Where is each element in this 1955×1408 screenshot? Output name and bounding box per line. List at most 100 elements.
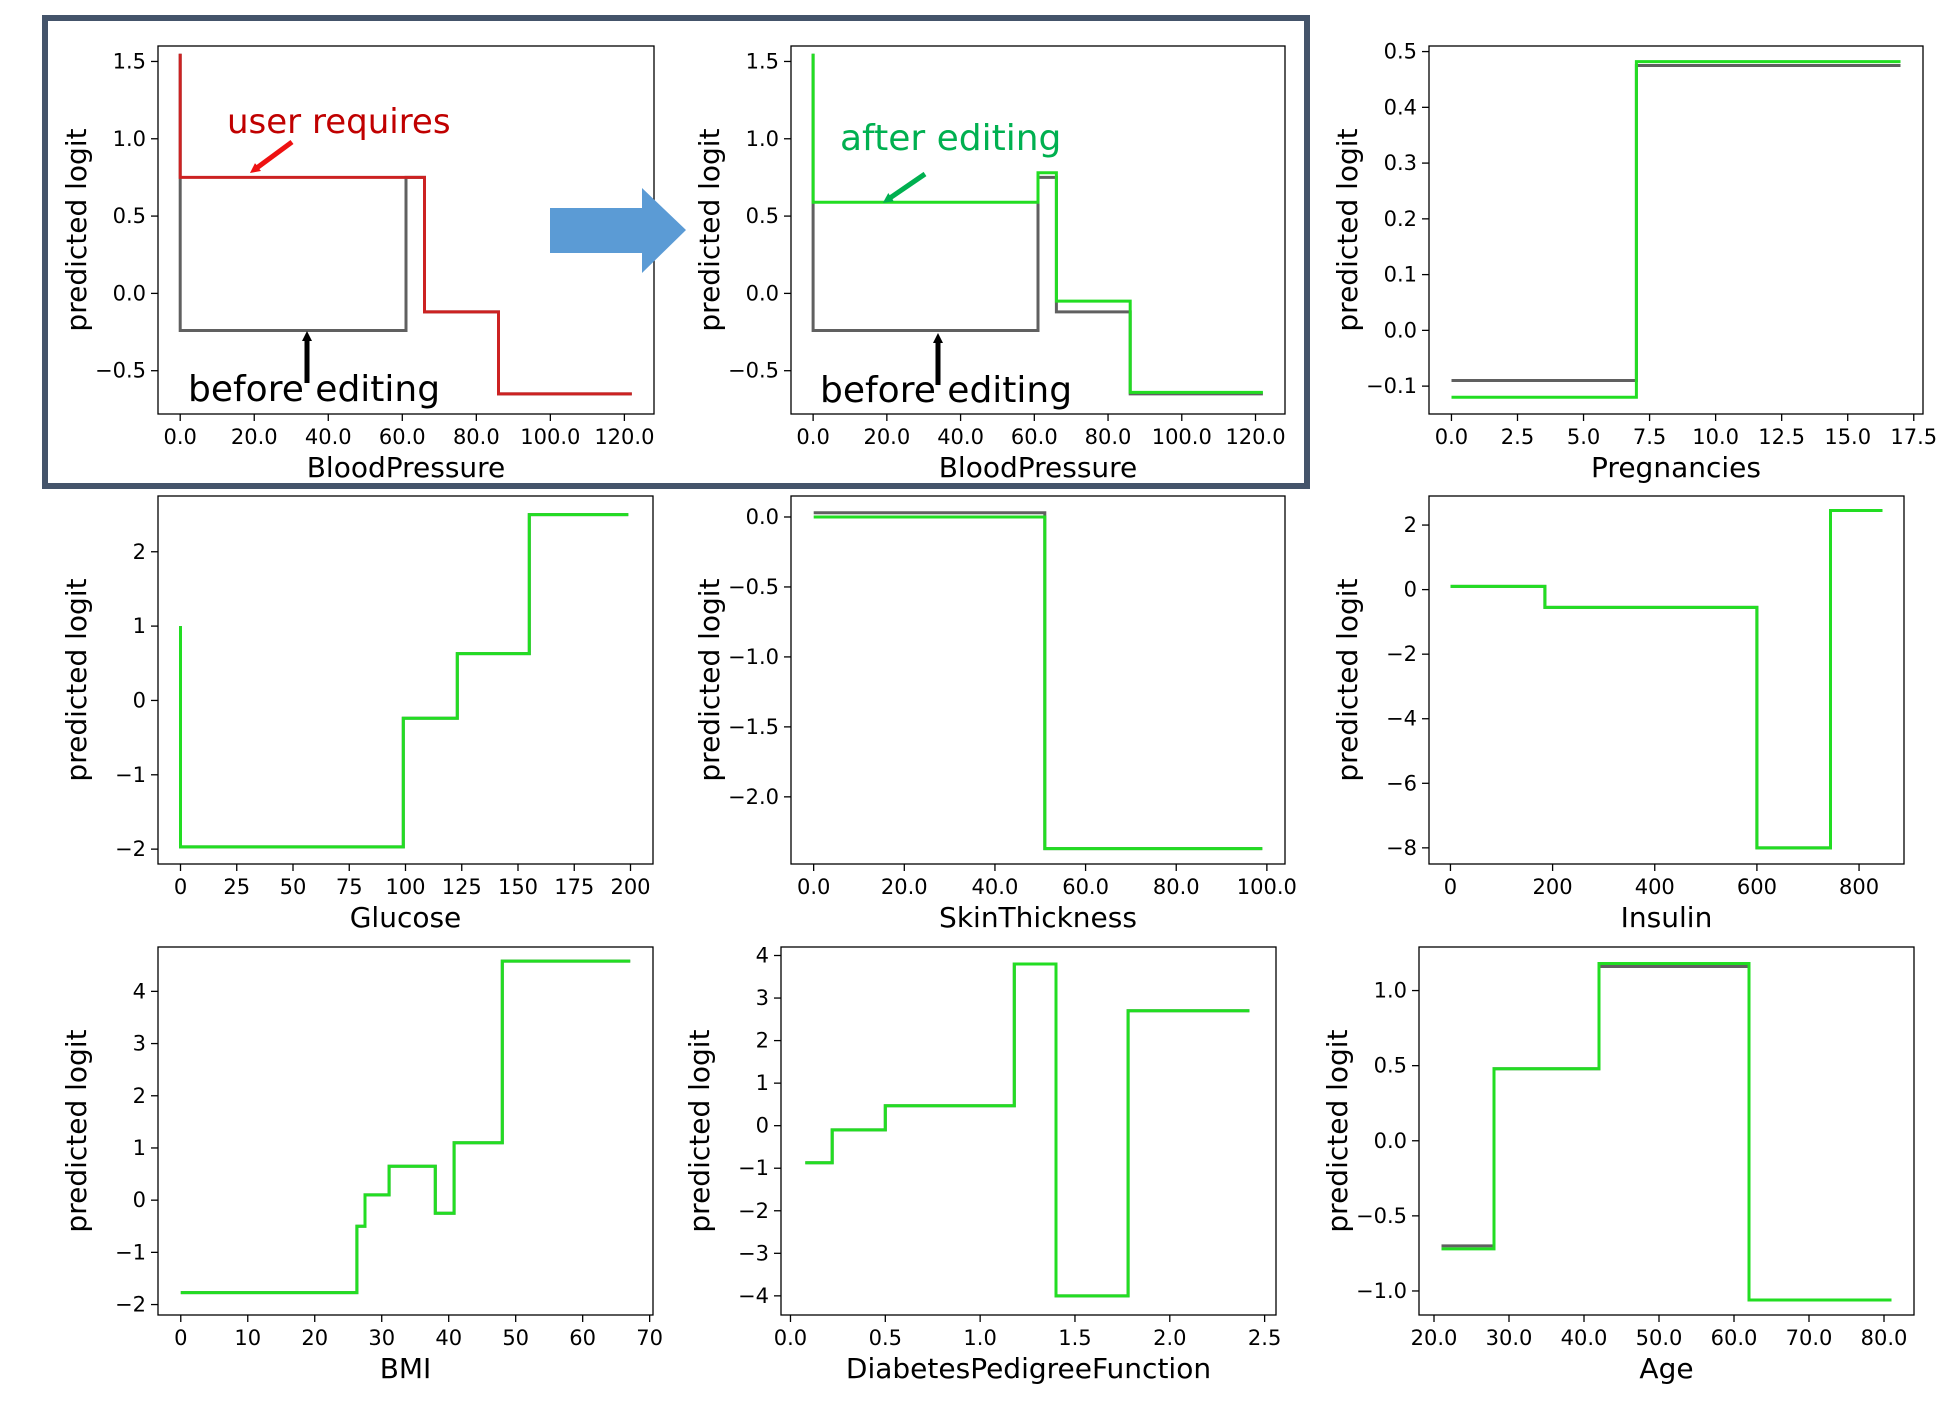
x-tick-label: 60.0 — [379, 425, 426, 449]
series-line-after — [179, 513, 629, 849]
y-tick-label: −1 — [115, 1240, 146, 1264]
x-tick-label: 15.0 — [1824, 425, 1871, 449]
y-axis-label: predicted logit — [60, 1029, 93, 1232]
y-axis-label: predicted logit — [60, 578, 93, 781]
before-editing-label-1: before editing — [188, 369, 440, 410]
user-requires-arrow — [249, 139, 294, 173]
x-tick-label: 60.0 — [1711, 1326, 1758, 1350]
y-tick-label: 1.0 — [746, 127, 779, 151]
y-tick-label: 0.5 — [746, 204, 779, 228]
y-tick-label: −0.1 — [1366, 374, 1417, 398]
x-axis-label: Age — [1639, 1352, 1693, 1385]
y-tick-label: −0.5 — [95, 359, 146, 383]
chart-insulin: 0 200 400 600 800 −8 −6 −4 −2 0 2 Insulin predicted … — [1331, 495, 1905, 934]
y-tick-label: −2 — [115, 837, 146, 861]
x-tick-label: 75 — [336, 875, 363, 899]
x-tick-label: 0.0 — [774, 1326, 807, 1350]
x-axis-label: Insulin — [1621, 901, 1713, 934]
chart-bmi: 0 10 20 30 40 50 60 70 −2 −1 0 1 2 3 4 BMI predicted log… — [60, 946, 663, 1385]
x-tick-label: 0.0 — [164, 425, 197, 449]
x-tick-label: 0.5 — [869, 1326, 902, 1350]
y-tick-label: −2 — [738, 1199, 769, 1223]
y-tick-label: 0.1 — [1384, 263, 1417, 287]
x-tick-label: 20.0 — [231, 425, 278, 449]
x-tick-label: 80.0 — [453, 425, 500, 449]
user-requires-label: user requires — [227, 102, 451, 142]
y-tick-label: 3 — [133, 1032, 146, 1056]
series-line-before — [180, 959, 631, 1295]
x-tick-label: 7.5 — [1633, 425, 1666, 449]
chart-bloodpressure-user: 0.0 20.0 40.0 60.0 80.0 100.0 120.0 −0.5 0.0 0.5 1… — [60, 45, 655, 484]
x-tick-label: 0 — [1444, 875, 1457, 899]
series-line-after — [805, 962, 1250, 1298]
x-tick-label: 40.0 — [937, 425, 984, 449]
plot-frame — [790, 495, 1286, 865]
x-tick-label: 125 — [442, 875, 482, 899]
y-tick-label: −4 — [738, 1284, 769, 1308]
x-tick-label: 2.5 — [1501, 425, 1534, 449]
x-axis-label: BloodPressure — [307, 451, 506, 484]
before-editing-label-2: before editing — [820, 370, 1072, 411]
x-tick-label: 80.0 — [1153, 875, 1200, 899]
y-axis-label: predicted logit — [1321, 1029, 1354, 1232]
y-tick-label: −1.0 — [728, 645, 779, 669]
x-tick-label: 800 — [1839, 875, 1879, 899]
x-tick-label: 40 — [435, 1326, 462, 1350]
x-tick-label: 20.0 — [1411, 1326, 1458, 1350]
x-axis-label: DiabetesPedigreeFunction — [846, 1352, 1211, 1385]
y-axis-label: predicted logit — [1331, 578, 1364, 781]
y-tick-label: 1 — [756, 1071, 769, 1095]
plot-frame — [157, 495, 654, 865]
series-line-after — [813, 515, 1263, 851]
series-line-user-requires — [178, 53, 632, 396]
y-tick-label: 1.0 — [1374, 979, 1407, 1003]
y-tick-label: 0 — [1404, 578, 1417, 602]
y-tick-label: 2 — [1404, 513, 1417, 537]
y-tick-label: −0.5 — [1356, 1204, 1407, 1228]
x-tick-label: 0.0 — [796, 425, 829, 449]
y-tick-label: 0.0 — [1374, 1129, 1407, 1153]
y-tick-label: −1.5 — [728, 715, 779, 739]
x-tick-label: 70.0 — [1786, 1326, 1833, 1350]
y-tick-label: 1.5 — [746, 49, 779, 73]
x-tick-label: 60 — [569, 1326, 596, 1350]
y-tick-label: 0 — [756, 1114, 769, 1138]
y-tick-label: −6 — [1386, 771, 1417, 795]
y-tick-label: 0.5 — [113, 204, 146, 228]
x-tick-label: 200 — [610, 875, 650, 899]
plot-frame — [157, 946, 654, 1316]
y-tick-label: −0.5 — [728, 575, 779, 599]
x-tick-label: 40.0 — [972, 875, 1019, 899]
after-editing-arrow — [882, 171, 927, 203]
y-tick-label: 0.0 — [113, 281, 146, 305]
x-tick-label: 150 — [498, 875, 538, 899]
transition-arrow — [550, 188, 686, 273]
plot-frame — [780, 946, 1277, 1316]
x-tick-label: 60.0 — [1011, 425, 1058, 449]
x-tick-label: 5.0 — [1567, 425, 1600, 449]
x-tick-label: 600 — [1737, 875, 1777, 899]
series-line-before — [1450, 509, 1883, 850]
x-tick-label: 60.0 — [1062, 875, 1109, 899]
x-tick-label: 70 — [636, 1326, 663, 1350]
chart-diabetespedigreefunction: 0.0 0.5 1.0 1.5 2.0 2.5 −4 −3 −2 −1 0 1 2 3 4 DiabetesP… — [683, 944, 1281, 1385]
y-tick-label: 1 — [133, 614, 146, 638]
x-tick-label: 50 — [280, 875, 307, 899]
y-axis-label: predicted logit — [693, 128, 726, 331]
x-tick-label: 0 — [174, 1326, 187, 1350]
chart-pregnancies: 0.0 2.5 5.0 7.5 10.0 12.5 15.0 17.5 −0.1 0.0 0.1 0.… — [1331, 40, 1937, 484]
chart-glucose: 0 25 50 75 100 125 150 175 200 −2 −1 0 1 2 Glucose pred… — [60, 495, 654, 934]
x-tick-label: 1.0 — [963, 1326, 996, 1350]
y-tick-label: −2.0 — [728, 785, 779, 809]
y-tick-label: 4 — [756, 944, 769, 968]
y-axis-label: predicted logit — [1331, 128, 1364, 331]
x-tick-label: 200 — [1533, 875, 1573, 899]
after-editing-label: after editing — [840, 118, 1061, 159]
x-tick-label: 30.0 — [1486, 1326, 1533, 1350]
y-tick-label: 3 — [756, 986, 769, 1010]
x-tick-label: 0 — [174, 875, 187, 899]
y-tick-label: −1 — [738, 1156, 769, 1180]
y-tick-label: 0.5 — [1384, 40, 1417, 64]
series-line-after — [180, 959, 631, 1295]
series-line-before — [1441, 965, 1892, 1302]
